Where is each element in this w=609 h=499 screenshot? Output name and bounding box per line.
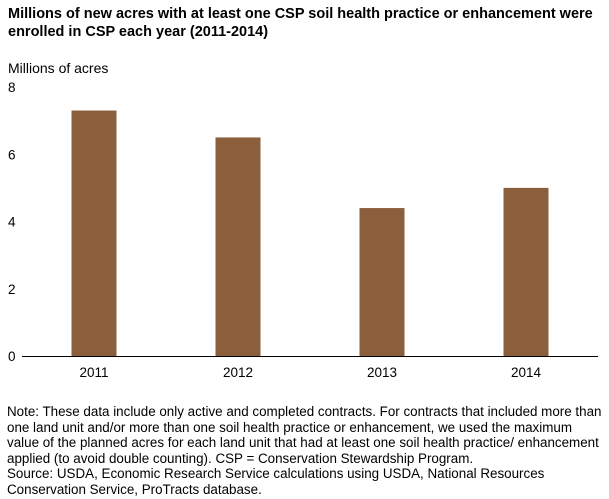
x-tick-label: 2013 [367,365,397,380]
x-tick-label: 2012 [223,365,253,380]
bar-2013 [359,208,405,356]
source-text: Source: USDA, Economic Research Service … [7,466,545,497]
note-text: Note: These data include only active and… [7,404,602,466]
x-tick-label: 2011 [79,365,108,380]
bar-2012 [215,137,261,356]
bars [71,110,549,356]
x-axis-ticks: 2011 2012 2013 2014 [79,365,541,380]
y-axis-label: Millions of acres [8,60,109,76]
x-tick-label: 2014 [511,365,542,380]
y-axis-ticks: 0 2 4 6 8 [8,80,16,364]
notes: Note: These data include only active and… [7,404,607,497]
y-tick-label: 8 [8,80,16,95]
y-tick-label: 0 [8,349,16,364]
y-tick-label: 2 [8,282,16,297]
bar-2011 [71,110,117,356]
chart-title: Millions of new acres with at least one … [8,6,593,40]
bar-chart: 0 2 4 6 8 2011 2012 2013 2014 [8,80,598,380]
y-tick-label: 6 [8,147,16,162]
bar-2014 [503,187,549,356]
y-tick-label: 4 [8,215,16,230]
